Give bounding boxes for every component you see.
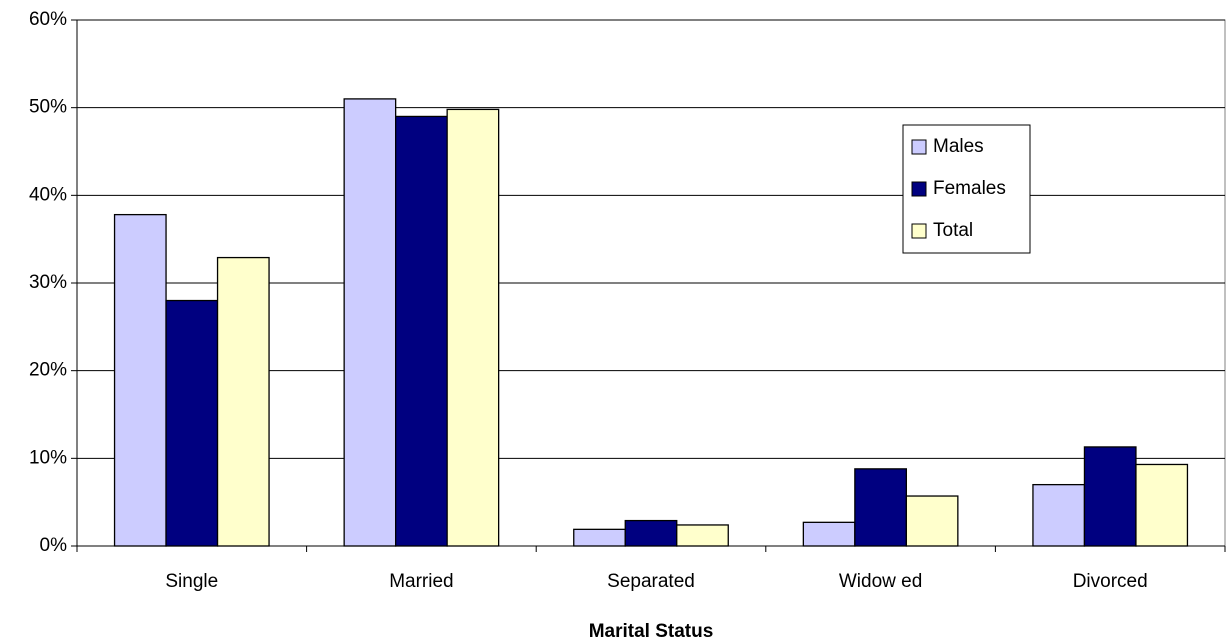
x-tick-label: Divorced (1073, 571, 1148, 592)
bar (165, 299, 219, 547)
bar (624, 519, 678, 547)
y-tick-label: 50% (29, 97, 67, 118)
bar (573, 528, 626, 547)
y-tick-label: 30% (29, 272, 67, 293)
legend-swatch (911, 223, 927, 239)
x-tick-label: Widow ed (839, 571, 922, 592)
bar (1083, 446, 1137, 547)
bar (802, 521, 856, 547)
bar (905, 495, 959, 547)
bar (1032, 483, 1086, 547)
y-tick-label: 0% (40, 535, 68, 556)
bar (343, 98, 397, 547)
legend-label: Total (933, 220, 973, 241)
y-tick-label: 40% (29, 184, 67, 205)
x-tick-label: Married (389, 571, 453, 592)
legend-swatch (911, 181, 927, 197)
bar (113, 213, 167, 547)
x-tick-label: Single (165, 571, 218, 592)
y-tick-label: 60% (29, 9, 67, 30)
bar (446, 108, 500, 547)
legend-label: Females (933, 178, 1006, 199)
bar (394, 115, 448, 547)
x-axis-title: Marital Status (589, 621, 714, 642)
bar (676, 524, 729, 547)
legend-label: Males (933, 136, 984, 157)
legend-swatch (911, 139, 927, 155)
y-tick-label: 20% (29, 360, 67, 381)
bar (1135, 463, 1189, 547)
bar (854, 468, 907, 547)
bar (216, 256, 270, 547)
legend: Males Females Total (902, 124, 1031, 254)
x-tick-label: Separated (607, 571, 695, 592)
y-tick-label: 10% (29, 447, 67, 468)
